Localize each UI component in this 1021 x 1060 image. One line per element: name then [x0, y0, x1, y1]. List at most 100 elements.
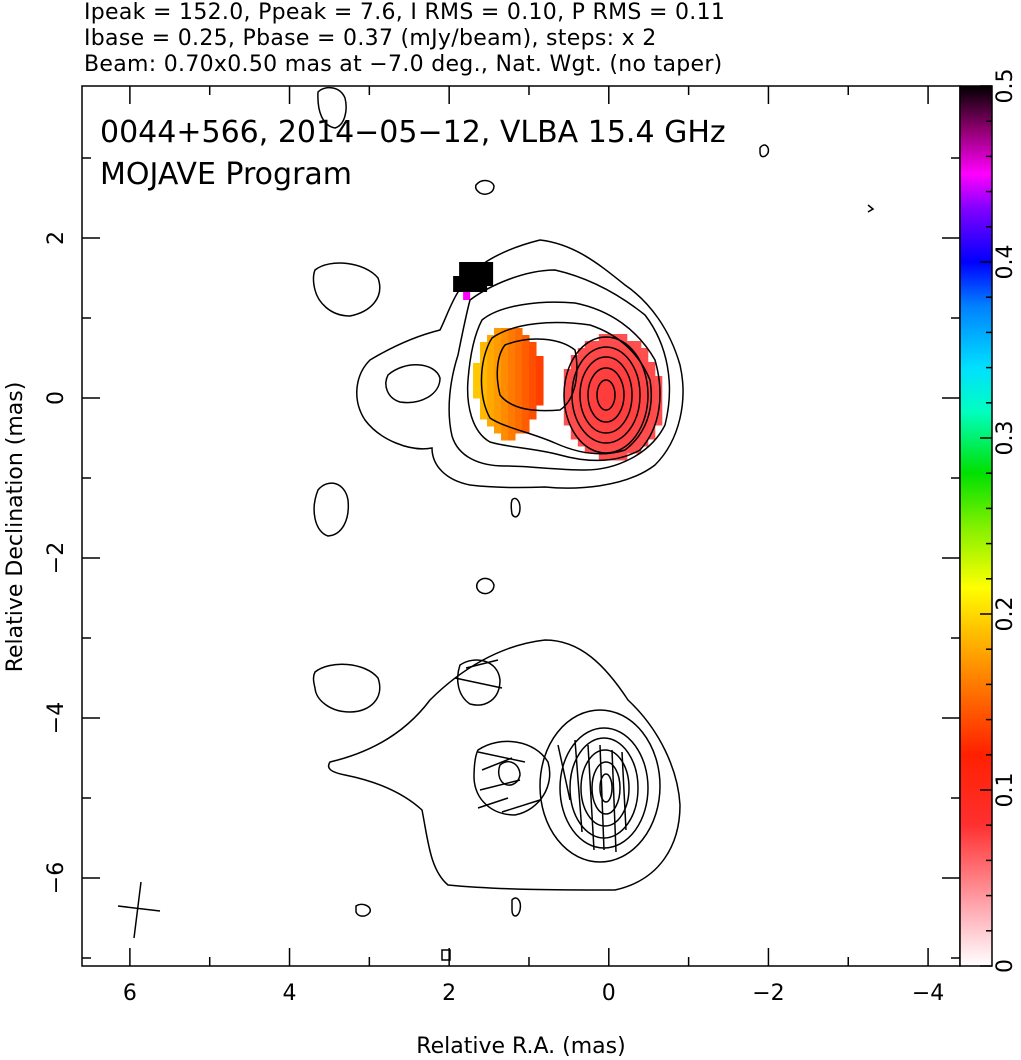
pol-pixel: [494, 391, 502, 399]
pol-pixel: [633, 369, 642, 377]
pol-pixel: [480, 370, 488, 378]
contour-island: [510, 497, 521, 518]
pol-pixel: [508, 363, 516, 371]
pol-pixel: [612, 404, 621, 412]
evpa-vectors: [454, 659, 627, 853]
pol-pixel: [591, 348, 600, 356]
pol-pixel: [508, 426, 516, 434]
pol-pixel: [584, 348, 593, 356]
pol-pixel: [598, 397, 607, 405]
pol-pixel: [494, 349, 502, 357]
pol-pixel: [494, 412, 502, 420]
pol-pixel: [529, 363, 537, 371]
pol-pixel: [522, 391, 530, 399]
pol-pixel: [605, 369, 614, 377]
colorbar-tick-label: 0: [993, 959, 1018, 973]
pol-pixel: [487, 377, 495, 385]
pol-pixel: [501, 356, 509, 364]
pol-pixel: [501, 384, 509, 392]
pol-pixel: [529, 342, 537, 350]
colorbar: [960, 86, 992, 966]
pol-pixel: [536, 384, 544, 392]
pol-pixel: [494, 342, 502, 350]
pol-pixel: [584, 418, 593, 426]
pol-pixel: [612, 348, 621, 356]
y-tick-label: −4: [44, 702, 69, 734]
pol-pixel: [501, 419, 509, 427]
pol-pixel: [619, 418, 628, 426]
pol-pixel: [584, 376, 593, 384]
pol-pixel: [612, 383, 621, 391]
pol-pixel: [570, 376, 579, 384]
pol-pixel: [501, 363, 509, 371]
pol-pixel: [605, 341, 614, 349]
pol-pixel: [487, 363, 495, 371]
pol-pixel: [570, 418, 579, 426]
contour-lower-core-6: [599, 773, 613, 803]
pol-pixel: [515, 370, 523, 378]
pol-pixel: [487, 370, 495, 378]
contour-island: [441, 949, 451, 961]
pol-pixel: [612, 411, 621, 419]
x-axis-title: Relative R.A. (mas): [416, 1034, 625, 1059]
pol-pixel: [487, 356, 495, 364]
contour-island: [312, 262, 381, 317]
pol-pixel: [522, 370, 530, 378]
pol-pixel: [633, 362, 642, 370]
contour-outer-lower: [327, 639, 681, 891]
intensity-contours: [312, 86, 875, 961]
pol-pixel: [501, 391, 509, 399]
pol-pixel: [529, 398, 537, 406]
pol-pixel: [654, 390, 663, 398]
pol-pixel: [536, 370, 544, 378]
contour-lower-core-5: [591, 761, 621, 815]
contour-core-1: [563, 336, 649, 454]
pol-pixel: [508, 433, 516, 441]
pol-pixel: [501, 370, 509, 378]
pol-pixel: [508, 342, 516, 350]
pol-pixel: [487, 342, 495, 350]
pol-pixel: [522, 349, 530, 357]
pol-pixel: [508, 384, 516, 392]
pol-pixel: [605, 446, 614, 454]
pol-pixel: [605, 348, 614, 356]
pol-pixel: [577, 383, 586, 391]
contour-island: [312, 663, 381, 713]
pol-pixel: [605, 411, 614, 419]
pol-pixel: [640, 348, 649, 356]
pol-pixel: [633, 446, 642, 454]
pol-pixel: [501, 412, 509, 420]
pol-pixel: [584, 411, 593, 419]
pol-pixel: [515, 363, 523, 371]
pol-pixel: [536, 391, 544, 399]
pol-pixel: [612, 425, 621, 433]
pol-pixel: [591, 376, 600, 384]
pol-pixel: [640, 404, 649, 412]
pol-pixel: [647, 411, 656, 419]
pol-pixel: [633, 376, 642, 384]
pol-pixel: [598, 404, 607, 412]
contour-core-3: [579, 356, 633, 434]
pol-pixel: [515, 356, 523, 364]
pol-pixel: [570, 355, 579, 363]
pol-pixel: [494, 398, 502, 406]
colorbar-tick-label: 0.2: [993, 597, 1018, 632]
pol-pixel: [515, 335, 523, 343]
pol-pixel: [577, 397, 586, 405]
pol-pixel: [612, 376, 621, 384]
pol-pixel: [563, 390, 572, 398]
pol-pixel: [619, 425, 628, 433]
pol-pixel: [598, 362, 607, 370]
pol-pixel: [633, 404, 642, 412]
pol-pixel: [473, 370, 481, 378]
pol-pixel: [570, 362, 579, 370]
pol-pixel: [529, 384, 537, 392]
pol-pixel: [508, 370, 516, 378]
pol-pixel: [640, 355, 649, 363]
pol-pixel: [494, 335, 502, 343]
contour-upper-3: [466, 301, 661, 462]
x-tick-label: 6: [123, 981, 137, 1006]
pol-pixel: [515, 391, 523, 399]
pol-pixel: [570, 390, 579, 398]
